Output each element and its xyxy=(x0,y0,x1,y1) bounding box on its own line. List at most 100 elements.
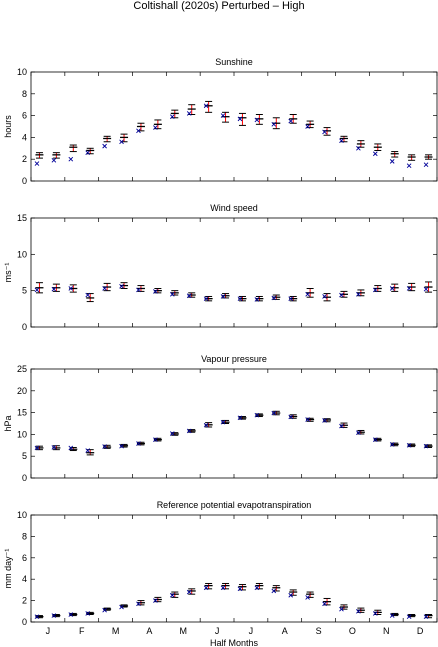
y-tick-label: 20 xyxy=(17,386,27,396)
observed-point xyxy=(389,613,395,618)
observed-point xyxy=(254,585,260,591)
figure-title: Coltishall (2020s) Perturbed – High xyxy=(133,0,305,12)
y-tick-label: 0 xyxy=(22,176,27,186)
x-tick-label: D xyxy=(417,626,424,636)
observed-point xyxy=(372,151,378,157)
x-tick-label: J xyxy=(249,626,254,636)
observed-point xyxy=(51,157,57,163)
x-tick-label: F xyxy=(79,626,85,636)
x-tick-label: S xyxy=(316,626,322,636)
observed-point xyxy=(288,592,294,598)
observed-point xyxy=(119,604,124,610)
observed-point xyxy=(271,295,277,301)
observed-point xyxy=(389,159,395,164)
y-tick-label: 8 xyxy=(22,89,27,99)
observed-point xyxy=(406,286,412,291)
observed-point xyxy=(85,448,91,453)
plot-frame xyxy=(30,514,438,623)
observed-point xyxy=(169,114,175,120)
observed-point xyxy=(119,283,124,289)
observed-point xyxy=(254,297,260,302)
x-tick-label: J xyxy=(215,626,220,636)
y-tick-label: 4 xyxy=(22,132,27,142)
observed-point xyxy=(153,289,158,294)
y-tick-label: 25 xyxy=(17,364,27,374)
observed-point xyxy=(186,293,192,299)
observed-point xyxy=(288,414,294,420)
observed-point xyxy=(356,291,361,297)
observed-point xyxy=(136,287,141,293)
observed-point xyxy=(85,150,91,155)
observed-point xyxy=(34,161,40,166)
observed-point xyxy=(305,417,310,422)
observed-point xyxy=(237,586,243,592)
observed-point xyxy=(237,296,243,301)
observed-point xyxy=(68,445,74,451)
y-tick-label: 0 xyxy=(22,322,27,332)
observed-point xyxy=(153,598,158,603)
y-tick-label: 5 xyxy=(22,451,27,461)
panel-title: Reference potential evapotranspiration xyxy=(157,500,312,510)
observed-point xyxy=(102,607,107,613)
x-tick-label: O xyxy=(349,626,356,636)
observed-point xyxy=(389,286,395,291)
y-tick-label: 8 xyxy=(22,531,27,541)
plot-frame xyxy=(30,217,438,328)
observed-point xyxy=(322,601,327,607)
observed-point xyxy=(372,437,378,442)
observed-point xyxy=(186,589,192,595)
observed-point xyxy=(220,585,226,591)
observed-point xyxy=(339,138,344,143)
observed-point xyxy=(119,139,124,145)
observed-point xyxy=(68,156,74,162)
observed-point xyxy=(305,124,310,129)
observed-point xyxy=(271,588,277,594)
y-tick-label: 2 xyxy=(22,596,27,606)
observed-point xyxy=(406,614,412,619)
observed-point xyxy=(186,428,192,434)
observed-point xyxy=(68,612,74,617)
plot-frame xyxy=(30,368,438,479)
x-tick-label: N xyxy=(383,626,390,636)
observed-point xyxy=(51,613,57,618)
y-axis-label: hours xyxy=(3,115,13,138)
y-tick-label: 0 xyxy=(22,617,27,627)
y-tick-label: 10 xyxy=(17,510,27,520)
y-tick-label: 6 xyxy=(22,111,27,121)
observed-point xyxy=(339,606,344,612)
y-tick-label: 5 xyxy=(22,286,27,296)
observed-point xyxy=(203,585,209,591)
observed-point xyxy=(356,608,361,614)
observed-point xyxy=(220,113,226,118)
observed-point xyxy=(423,286,429,292)
observed-point xyxy=(322,294,327,299)
observed-point xyxy=(153,125,158,130)
x-tick-label: A xyxy=(146,626,152,636)
observed-point xyxy=(220,294,226,299)
panel-3: Vapour pressure 0 5 10 15 20 25 hPa xyxy=(3,354,438,483)
observed-point xyxy=(288,296,294,301)
panel-2: Wind speed 0 5 10 15 ms⁻¹ xyxy=(3,203,438,332)
y-tick-label: 6 xyxy=(22,553,27,563)
observed-point xyxy=(254,412,260,418)
y-tick-label: 4 xyxy=(22,574,27,584)
observed-point xyxy=(136,601,141,607)
plot-frame xyxy=(30,71,438,182)
observed-point xyxy=(203,296,209,301)
observed-point xyxy=(288,118,294,124)
observed-point xyxy=(85,611,91,616)
observed-point xyxy=(169,291,175,297)
observed-point xyxy=(102,286,107,291)
observed-point xyxy=(34,614,40,619)
observed-point xyxy=(356,430,361,435)
x-tick-label: M xyxy=(112,626,120,636)
observed-point xyxy=(423,162,429,167)
observed-point xyxy=(169,431,175,436)
observed-point xyxy=(85,292,91,298)
observed-point xyxy=(153,437,158,442)
y-tick-label: 10 xyxy=(17,67,27,77)
observed-point xyxy=(102,444,107,449)
observed-point xyxy=(372,287,378,293)
